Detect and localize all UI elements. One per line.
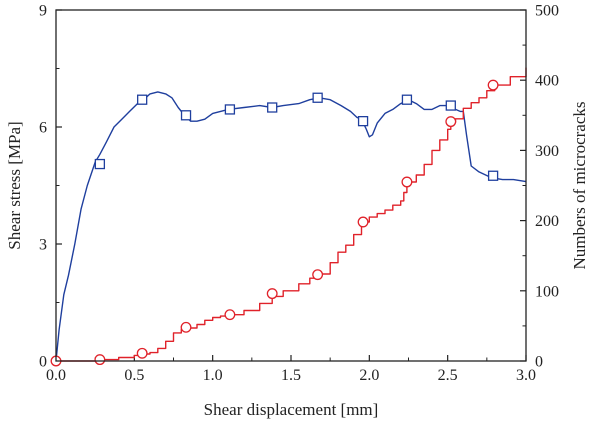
series-line-1	[56, 67, 527, 362]
y-left-tick-label: 9	[39, 3, 47, 20]
tick-labels: 0.0 0.5 1.0 1.5 2.0 2.5 3.00369010020030040050…	[39, 3, 559, 385]
y-right-tick-label: 0	[535, 354, 543, 371]
series-0-marker	[445, 100, 456, 111]
series-1-marker	[136, 347, 148, 359]
x-axis-title: Shear displacement [mm]	[204, 400, 379, 419]
series-0-marker	[487, 170, 499, 181]
y-left-tick-label: 3	[39, 237, 47, 254]
y-right-tick-label: 500	[535, 3, 559, 20]
series-0-marker	[401, 94, 413, 105]
x-tick-label: 1.0	[203, 367, 223, 384]
series-1-marker	[312, 269, 324, 281]
series-0-marker	[357, 116, 369, 127]
y-right-tick-label: 200	[535, 213, 559, 230]
series-1-marker	[180, 321, 192, 333]
series-0-marker	[312, 92, 323, 103]
y-axis-title-left: Shear stress [MPa]	[5, 121, 24, 249]
series-1-marker	[266, 288, 278, 300]
series-1-marker	[401, 176, 413, 188]
ticks-layer	[55, 9, 527, 362]
y-left-tick-label: 6	[39, 120, 47, 137]
series-lines	[55, 67, 527, 362]
series-1-marker	[357, 216, 369, 228]
series-1-marker	[445, 116, 457, 128]
series-0-marker	[94, 158, 106, 170]
series-line-0	[55, 91, 527, 362]
series-1-marker	[224, 309, 236, 321]
series-1-marker	[487, 79, 499, 91]
x-tick-label: 0.5	[124, 367, 144, 384]
series-0-marker	[267, 102, 278, 113]
x-tick-label: 2.5	[438, 367, 458, 384]
y-left-tick-label: 0	[39, 354, 47, 371]
y-right-tick-label: 300	[535, 143, 559, 160]
y-right-tick-label: 400	[535, 73, 559, 90]
series-1-marker	[94, 354, 106, 366]
x-tick-label: 3.0	[516, 367, 536, 384]
x-tick-label: 2.0	[359, 367, 379, 384]
series-markers	[50, 79, 499, 367]
y-right-tick-label: 100	[535, 283, 559, 300]
series-0-marker	[137, 94, 148, 105]
x-tick-label: 0.0	[46, 367, 66, 384]
x-tick-label: 1.5	[281, 367, 301, 384]
plot-frame	[55, 9, 527, 362]
series-0-marker	[180, 110, 192, 121]
y-axis-title-right: Numbers of microcracks	[570, 101, 589, 269]
series-0-marker	[224, 104, 236, 115]
